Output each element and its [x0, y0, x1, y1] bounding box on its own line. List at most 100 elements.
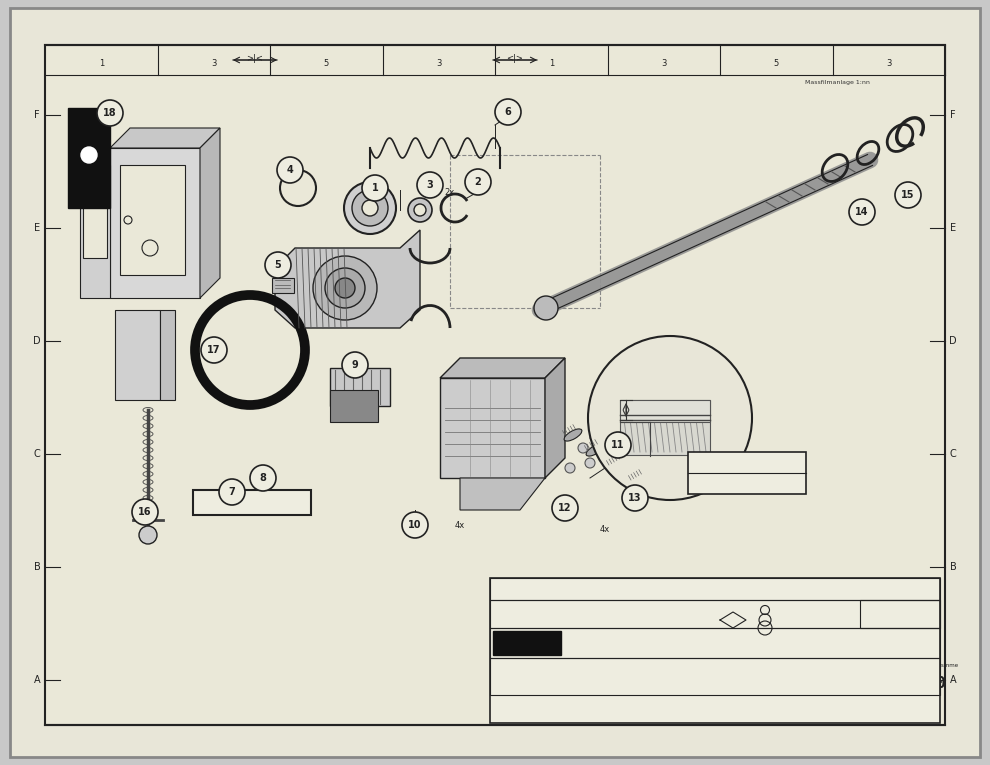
Text: 9: 9: [351, 360, 358, 370]
Text: 12: 12: [558, 503, 572, 513]
Text: 2: 2: [474, 177, 481, 187]
Text: A: A: [34, 675, 41, 685]
Circle shape: [280, 170, 316, 206]
Circle shape: [325, 268, 365, 308]
Bar: [193, 490, 311, 515]
Text: BARNET BOMIRO: BARNET BOMIRO: [675, 633, 721, 637]
Circle shape: [201, 337, 227, 363]
Text: 13: 13: [629, 493, 642, 503]
Circle shape: [124, 216, 132, 224]
Bar: [490, 600, 940, 628]
Ellipse shape: [608, 459, 626, 471]
Bar: [68, 108, 110, 208]
Circle shape: [895, 182, 921, 208]
Bar: [160, 310, 175, 400]
Text: E: E: [34, 223, 40, 233]
Text: -: -: [515, 613, 519, 623]
Circle shape: [132, 499, 158, 525]
Text: 1: 1: [548, 58, 553, 67]
Text: 16: 16: [139, 507, 151, 517]
Bar: [115, 310, 160, 400]
Circle shape: [605, 432, 631, 458]
Text: D: D: [949, 336, 956, 346]
Text: unart: unart: [626, 604, 641, 610]
Text: 14: 14: [855, 207, 869, 217]
Polygon shape: [200, 128, 220, 298]
Text: Sujplatki: CD: Sujplatki: CD: [865, 618, 899, 623]
Text: C: C: [949, 449, 956, 459]
Text: 1: 1: [99, 58, 104, 67]
Text: E: E: [950, 223, 956, 233]
Text: 11: 11: [611, 440, 625, 450]
Circle shape: [342, 352, 368, 378]
Text: 5: 5: [274, 260, 281, 270]
Bar: [490, 578, 940, 600]
Text: Mapodale: Mapodale: [504, 604, 531, 610]
Text: 1: 1: [371, 183, 378, 193]
Text: Zulassunst. Werband: Zulassunst. Werband: [773, 607, 832, 613]
Polygon shape: [110, 148, 200, 298]
Circle shape: [585, 458, 595, 468]
Text: NUR ZUR INFORMATION, WIRD BEI AENDERUNG NICHT AUSGETAUSCHT: NUR ZUR INFORMATION, WIRD BEI AENDERUNG …: [588, 586, 842, 592]
Text: 29.07.97: 29.07.97: [630, 647, 654, 653]
Text: 4x: 4x: [454, 520, 465, 529]
Text: HASLER ROLAND: HASLER ROLAND: [745, 663, 791, 669]
Polygon shape: [440, 358, 565, 378]
Text: >|<: >|<: [247, 54, 263, 63]
Text: Pieldplim: 33.01.97: Pieldplim: 33.01.97: [865, 611, 916, 617]
Ellipse shape: [564, 429, 582, 441]
Text: B: B: [949, 562, 956, 572]
Text: 3: 3: [661, 58, 666, 67]
Text: 3: 3: [886, 58, 891, 67]
Text: von 1 Datei: von 1 Datei: [690, 616, 722, 620]
Text: 17: 17: [207, 345, 221, 355]
Ellipse shape: [630, 474, 647, 486]
Text: 15: 15: [901, 190, 915, 200]
Text: 29.07.97: 29.07.97: [710, 682, 735, 686]
Text: LOCTITE 270: LOCTITE 270: [218, 497, 286, 507]
Text: Datenstel
lenmeld
lichkeit: Datenstel lenmeld lichkeit: [712, 608, 736, 624]
Polygon shape: [545, 358, 565, 478]
Text: Jofon: Jofon: [898, 663, 912, 668]
Text: Herausgeber: Herausgeber: [562, 604, 598, 610]
Circle shape: [362, 200, 378, 216]
Text: F: F: [35, 110, 40, 120]
Text: 5,7+0,2: 5,7+0,2: [648, 405, 686, 415]
Text: C: C: [34, 449, 41, 459]
Circle shape: [588, 336, 752, 500]
Text: Beurkundet:: Beurkundet:: [568, 633, 602, 637]
Text: ISO E°: ISO E°: [889, 603, 911, 609]
Text: Massfilmanlage 1:nn: Massfilmanlage 1:nn: [805, 80, 870, 84]
Text: HILTI Jatingondlacht Schmalfl: HILTI Jatingondlacht Schmalfl: [495, 663, 566, 668]
Polygon shape: [275, 230, 420, 328]
Text: 27458 B: 27458 B: [833, 674, 909, 692]
Bar: [83, 178, 107, 258]
Text: 2x: 2x: [445, 187, 455, 197]
Text: Integrasmme: Integrasmme: [922, 663, 959, 668]
Circle shape: [362, 175, 388, 201]
Polygon shape: [440, 378, 545, 478]
Circle shape: [219, 479, 245, 505]
Polygon shape: [110, 128, 220, 148]
Circle shape: [335, 278, 355, 298]
Text: Am Bucka 2 futch Uttronechia: Am Bucka 2 futch Uttronechia: [495, 670, 568, 675]
Text: 24.04.97: 24.04.97: [630, 633, 654, 637]
Text: 3: 3: [211, 58, 217, 67]
Bar: [493, 631, 561, 655]
Text: gehara HILTI Uh Ahn Tratsung-: gehara HILTI Uh Ahn Tratsung-: [495, 677, 569, 682]
Text: Blatt: Blatt: [676, 604, 689, 610]
Text: 12 Nm: 12 Nm: [732, 478, 762, 488]
Circle shape: [495, 99, 521, 125]
Bar: [490, 628, 940, 658]
Text: 4x: 4x: [600, 526, 610, 535]
Text: 10: 10: [408, 520, 422, 530]
Text: 8: 8: [259, 473, 266, 483]
Text: 35360: 35360: [900, 675, 945, 691]
Text: A: A: [949, 675, 956, 685]
Text: butdigs ok lettern ates Titipen: butdigs ok lettern ates Titipen: [495, 684, 569, 689]
Circle shape: [534, 296, 558, 320]
Bar: [330, 368, 390, 406]
Text: Bearbeitet:: Bearbeitet:: [568, 647, 599, 653]
Circle shape: [408, 198, 432, 222]
Circle shape: [414, 204, 426, 216]
